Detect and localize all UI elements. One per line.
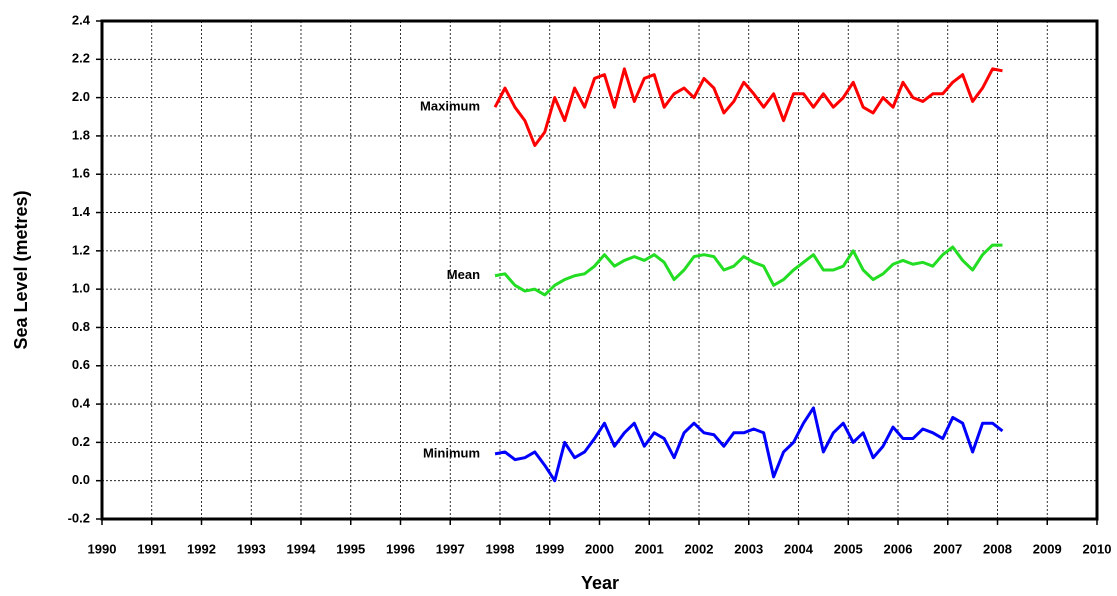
x-tick-label: 2009 — [1033, 541, 1062, 556]
plot-frame — [100, 19, 1099, 521]
x-tick-label: 2005 — [834, 541, 863, 556]
x-tick-label: 2000 — [585, 541, 614, 556]
y-tick-label: 0.2 — [72, 434, 90, 449]
x-tick-label: 2003 — [734, 541, 763, 556]
y-tick-label: 1.0 — [72, 281, 90, 296]
x-tick-label: 1994 — [287, 541, 317, 556]
x-tick-label: 2004 — [784, 541, 814, 556]
x-tick-label: 1997 — [436, 541, 465, 556]
series-label: Minimum — [423, 445, 480, 460]
x-tick-label: 1990 — [88, 541, 117, 556]
y-tick-label: 2.4 — [72, 12, 91, 27]
x-tick-label: 2002 — [685, 541, 714, 556]
y-tick-label: 0.4 — [72, 396, 91, 411]
y-tick-label: 0.8 — [72, 319, 90, 334]
x-tick-label: 1996 — [386, 541, 415, 556]
series-line — [494, 243, 1003, 297]
x-tick-label: 1991 — [137, 541, 166, 556]
y-tick-label: 0.6 — [72, 357, 90, 372]
x-tick-label: 2010 — [1083, 541, 1112, 556]
x-tick-label: 2006 — [884, 541, 913, 556]
series-line — [494, 406, 1004, 483]
y-tick-label: 1.4 — [72, 204, 91, 219]
y-axis-label: Sea Level (metres) — [11, 190, 31, 349]
series-label: Maximum — [420, 99, 480, 114]
x-tick-label: 1995 — [336, 541, 365, 556]
y-tick-label: 2.0 — [72, 89, 90, 104]
y-tick-label: -0.2 — [68, 510, 90, 525]
y-tick-label: 1.8 — [72, 127, 90, 142]
series-label: Mean — [447, 267, 480, 282]
x-tick-label: 1993 — [237, 541, 266, 556]
x-tick-label: 1998 — [486, 541, 515, 556]
x-tick-label: 2001 — [635, 541, 664, 556]
x-tick-label: 1992 — [187, 541, 216, 556]
y-tick-label: 1.2 — [72, 242, 90, 257]
y-tick-label: 2.2 — [72, 51, 90, 66]
y-tick-label: 1.6 — [72, 166, 90, 181]
x-tick-label: 2008 — [983, 541, 1012, 556]
y-tick-label: 0.0 — [72, 472, 90, 487]
x-tick-label: 1999 — [535, 541, 564, 556]
x-tick-label: 2007 — [933, 541, 962, 556]
x-axis-label: Year — [581, 573, 619, 593]
series-line — [493, 67, 1003, 147]
